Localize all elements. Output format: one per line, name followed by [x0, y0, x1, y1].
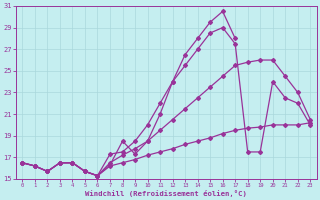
X-axis label: Windchill (Refroidissement éolien,°C): Windchill (Refroidissement éolien,°C)	[85, 190, 247, 197]
